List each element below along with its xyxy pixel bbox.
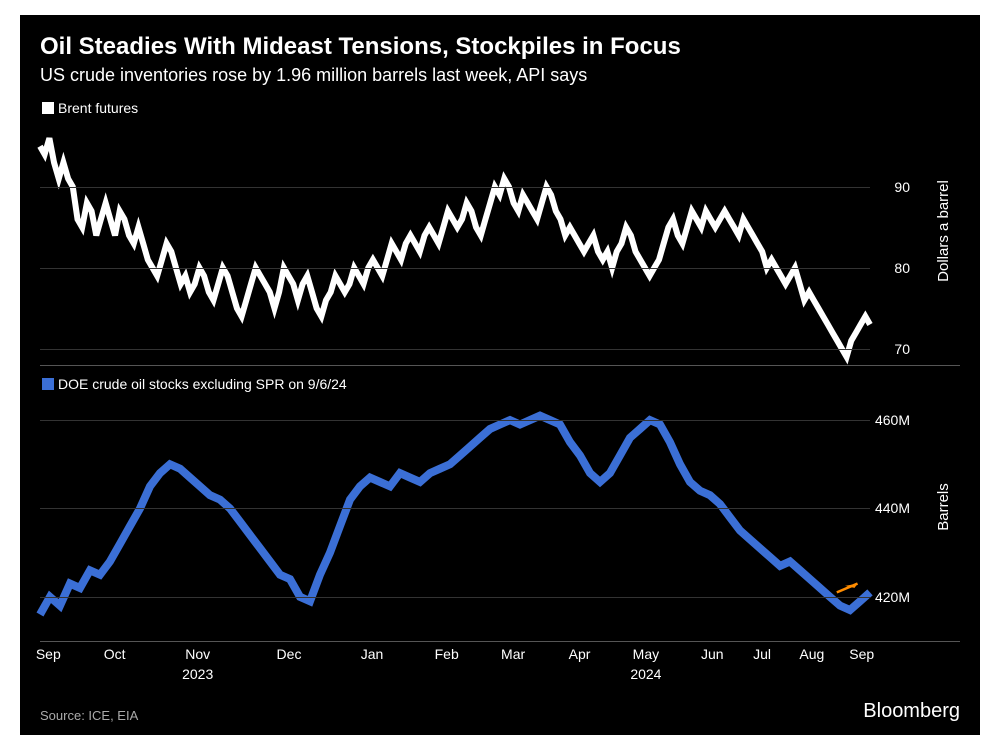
y-tick-label: 460M: [875, 412, 910, 428]
x-tick-label: Sep: [849, 646, 874, 662]
gridline: [40, 508, 870, 509]
x-axis: SepOctNovDecJanFebMarAprMayJunJulAugSep2…: [40, 642, 870, 698]
x-tick-label: Oct: [104, 646, 126, 662]
chart-container: Oil Steadies With Mideast Tensions, Stoc…: [20, 15, 980, 735]
bottom-y-label: Barrels: [935, 483, 952, 531]
chart-subtitle: US crude inventories rose by 1.96 millio…: [40, 65, 960, 86]
gridline: [40, 420, 870, 421]
x-tick-label: Jul: [753, 646, 771, 662]
x-tick-label: Jan: [361, 646, 384, 662]
x-tick-label: Aug: [799, 646, 824, 662]
x-tick-label: Sep: [36, 646, 61, 662]
bottom-legend: DOE crude oil stocks excluding SPR on 9/…: [40, 372, 960, 394]
x-tick-label: Jun: [701, 646, 724, 662]
top-plot-area: [40, 122, 870, 365]
top-y-axis: 70 80 90: [870, 122, 910, 365]
top-legend-label: Brent futures: [58, 100, 138, 116]
top-line-svg: [40, 122, 870, 365]
x-tick-label: Apr: [569, 646, 591, 662]
x-tick-label: May: [633, 646, 659, 662]
x-tick-label: Feb: [435, 646, 459, 662]
top-legend: Brent futures: [40, 96, 960, 118]
x-tick-label: Dec: [277, 646, 302, 662]
y-tick-label: 440M: [875, 500, 910, 516]
gridline: [40, 597, 870, 598]
y-tick-label: 80: [894, 260, 910, 276]
bottom-line-svg: [40, 398, 870, 641]
x-year-label: 2023: [182, 666, 213, 682]
x-tick-label: Nov: [185, 646, 210, 662]
top-chart-panel: Brent futures 70 80 90 Dollars a barrel: [40, 96, 960, 366]
top-y-label: Dollars a barrel: [935, 180, 952, 282]
series-line: [40, 138, 870, 357]
bottom-legend-label: DOE crude oil stocks excluding SPR on 9/…: [58, 376, 347, 392]
gridline: [40, 187, 870, 188]
bottom-chart-panel: DOE crude oil stocks excluding SPR on 9/…: [40, 372, 960, 642]
chart-title: Oil Steadies With Mideast Tensions, Stoc…: [40, 33, 960, 61]
chart-footer: Source: ICE, EIA Bloomberg: [40, 700, 960, 723]
gridline: [40, 349, 870, 350]
top-legend-swatch: [42, 102, 54, 114]
bottom-y-axis: 420M 440M 460M: [870, 398, 910, 641]
y-tick-label: 420M: [875, 589, 910, 605]
brand-label: Bloomberg: [863, 700, 960, 723]
y-tick-label: 70: [894, 341, 910, 357]
source-text: Source: ICE, EIA: [40, 708, 138, 723]
series-line: [40, 416, 870, 615]
gridline: [40, 268, 870, 269]
y-tick-label: 90: [894, 179, 910, 195]
bottom-legend-swatch: [42, 378, 54, 390]
x-tick-label: Mar: [501, 646, 525, 662]
bottom-plot-area: [40, 398, 870, 641]
x-year-label: 2024: [630, 666, 661, 682]
